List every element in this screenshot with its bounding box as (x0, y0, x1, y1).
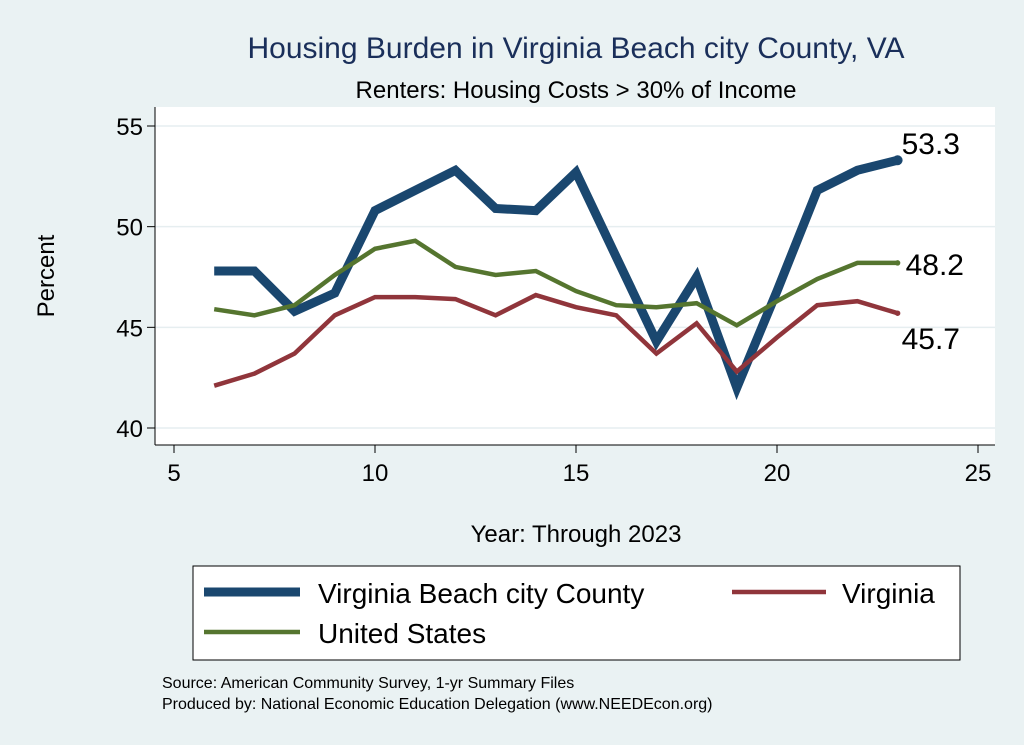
gridlines (155, 125, 995, 429)
plot-area (155, 107, 995, 445)
series-line-united-states (213, 238, 898, 328)
chart-subtitle: Renters: Housing Costs > 30% of Income (356, 77, 797, 104)
series-lines (213, 155, 903, 401)
x-axis-title: Year: Through 2023 (471, 521, 682, 548)
y-tick-label: 45 (116, 315, 143, 342)
series-line-virginia-end-point (894, 310, 901, 316)
chart-title: Housing Burden in Virginia Beach city Co… (247, 32, 904, 65)
end-label-virginia: 45.7 (902, 323, 960, 356)
x-tick-label: 5 (167, 460, 180, 487)
y-tick-label: 40 (116, 416, 143, 443)
x-tick-label: 10 (362, 460, 389, 487)
y-tick-label: 50 (116, 215, 143, 242)
legend-label-united-states: United States (318, 618, 486, 649)
x-tick-label: 25 (965, 460, 992, 487)
end-label-virginia-beach: 53.3 (902, 128, 960, 161)
legend-label-virginia-beach: Virginia Beach city County (318, 578, 644, 609)
producer-note: Produced by: National Economic Education… (162, 696, 713, 713)
series-line-united-states-end-point (894, 260, 901, 266)
end-labels: 53.3 45.7 48.2 (902, 128, 964, 356)
y-tick-label: 55 (116, 114, 143, 141)
legend: Virginia Beach city County Virginia United… (192, 565, 961, 661)
x-tick-label: 15 (563, 460, 590, 487)
legend-label-virginia: Virginia (842, 578, 935, 609)
y-axis-title: Percent (33, 234, 60, 317)
end-label-united-states: 48.2 (906, 249, 964, 282)
series-line-virginia-beach (214, 155, 899, 401)
source-note: Source: American Community Survey, 1-yr … (162, 675, 574, 692)
series-line-virginia-beach-end-point (892, 155, 903, 166)
series-line-virginia (213, 292, 899, 388)
legend-box (192, 565, 961, 661)
x-tick-label: 20 (764, 460, 791, 487)
